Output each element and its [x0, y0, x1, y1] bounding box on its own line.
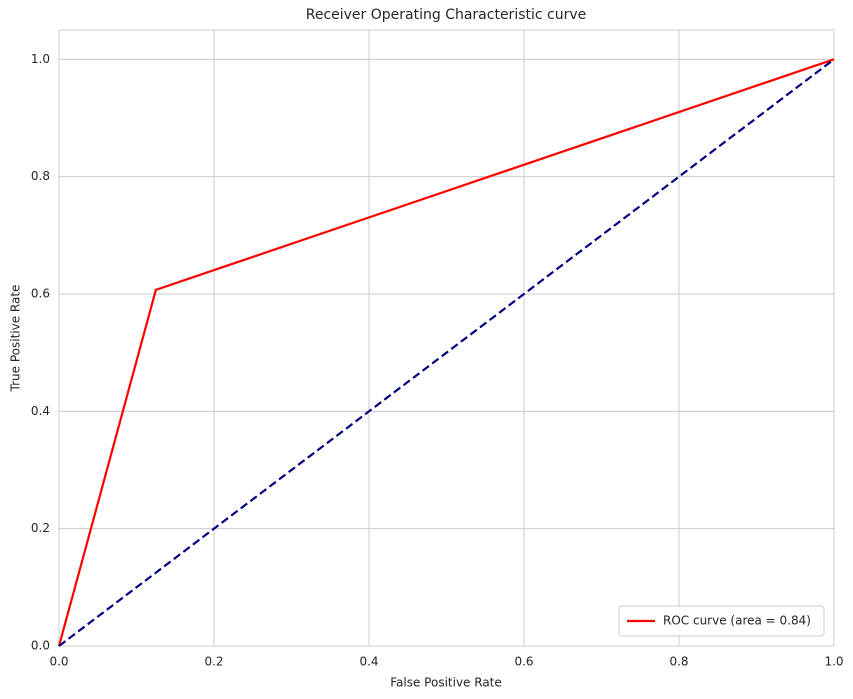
y-tick-label: 0.8: [31, 169, 50, 183]
x-tick-label: 0.0: [49, 655, 68, 669]
line: [57, 58, 835, 647]
plot-frame: [58, 29, 835, 647]
x-axis-label: False Positive Rate: [390, 676, 502, 690]
x-tick-label: 0.4: [359, 655, 378, 669]
chart-title: Receiver Operating Characteristic curve: [306, 7, 587, 23]
y-axis-label: True Positive Rate: [9, 285, 23, 393]
y-tick-label: 0.2: [31, 521, 50, 535]
y-tick-label: 1.0: [31, 52, 50, 66]
y-tick-label: 0.0: [31, 639, 50, 653]
line: [58, 58, 835, 647]
x-tick-label: 1.0: [824, 655, 843, 669]
y-tick-label: 0.6: [31, 287, 50, 301]
legend-box: [618, 605, 825, 637]
y-tick-label: 0.4: [31, 404, 50, 418]
x-tick-label: 0.8: [669, 655, 688, 669]
x-tick-label: 0.2: [204, 655, 223, 669]
x-tick-label: 0.6: [514, 655, 533, 669]
legend-label: ROC curve (area = 0.84): [663, 614, 811, 628]
